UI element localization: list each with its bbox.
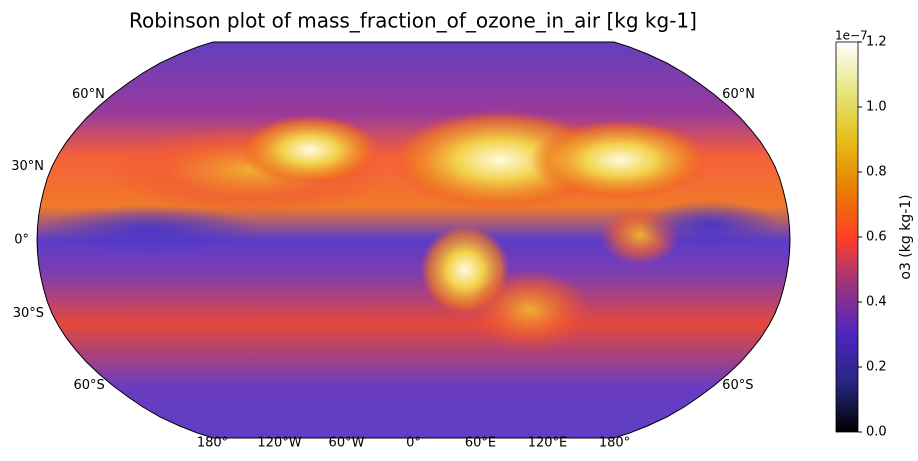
colorbar-tick-label: 0.0 <box>866 425 887 440</box>
colorbar-label: o3 (kg kg-1) <box>898 194 914 279</box>
lon-label: 60°E <box>465 436 496 451</box>
lat-label: 30°N <box>11 159 44 174</box>
colorbar <box>835 41 859 433</box>
lat-label: 30°S <box>13 306 44 321</box>
colorbar-offset: 1e−7 <box>835 29 868 43</box>
title: Robinson plot of mass_fraction_of_ozone_… <box>129 9 697 33</box>
colorbar-tick-label: 0.4 <box>866 295 887 310</box>
colorbar-tick-label: 0.8 <box>866 165 887 180</box>
lon-label: 0° <box>406 436 421 451</box>
lat-label: 0° <box>14 233 29 248</box>
lat-label: 60°S <box>74 378 105 393</box>
map-field <box>37 42 790 438</box>
colorbar-tick-label: 0.6 <box>866 230 887 245</box>
lon-label: 180° <box>197 436 228 451</box>
lat-label: 60°N <box>72 87 105 102</box>
lat-label: 60°S <box>722 378 753 393</box>
colorbar-tick-label: 0.2 <box>866 360 887 375</box>
lon-label: 180° <box>599 436 630 451</box>
colorbar-tick-label: 1.2 <box>866 35 887 50</box>
lon-label: 120°W <box>257 436 301 451</box>
lon-label: 60°W <box>329 436 365 451</box>
colorbar-tick-label: 1.0 <box>866 100 887 115</box>
lat-label: 60°N <box>722 87 755 102</box>
lon-label: 120°E <box>528 436 568 451</box>
map-outline <box>36 41 791 439</box>
